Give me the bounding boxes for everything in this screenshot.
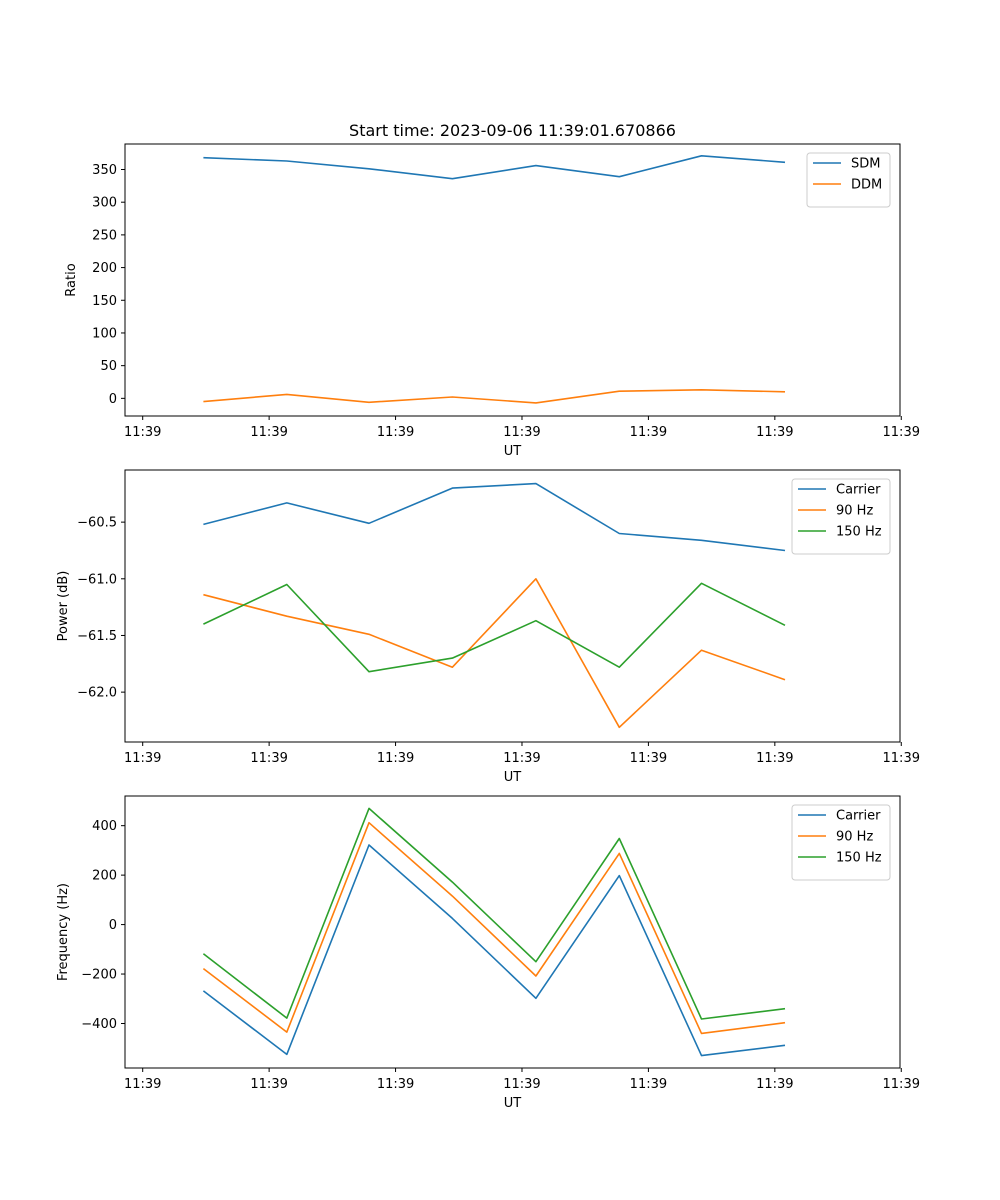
power-x-tick-label: 11:39: [630, 751, 667, 766]
frequency-x-tick-label: 11:39: [503, 1077, 540, 1092]
frequency-legend-box: [791, 804, 891, 881]
ratio-y-tick-label: 150: [92, 294, 117, 309]
ratio-x-tick-label: 11:39: [503, 425, 540, 440]
power-legend-box: [791, 478, 891, 555]
frequency-axes-frame: [124, 795, 901, 1069]
ratio-x-tick-label: 11:39: [377, 425, 414, 440]
power-x-tick-label: 11:39: [250, 751, 287, 766]
frequency-y-tick-label: 200: [92, 869, 117, 884]
power-x-tick-label: 11:39: [883, 751, 920, 766]
frequency-series-150-hz-line: [202, 807, 786, 1020]
frequency-x-tick-label: 11:39: [756, 1077, 793, 1092]
ratio-y-tick-label: 300: [92, 196, 117, 211]
ratio-legend-label-ddm: DDM: [851, 178, 882, 193]
ratio-axes-frame: [124, 143, 901, 417]
figure-title: Start time: 2023-09-06 11:39:01.670866: [349, 121, 676, 140]
ratio-x-tick-label: 11:39: [756, 425, 793, 440]
frequency-panel: 11:3911:3911:3911:3911:3911:3911:3911:40…: [56, 795, 920, 1111]
ratio-y-tick-label: 200: [92, 261, 117, 276]
power-panel: 11:3911:3911:3911:3911:3911:3911:3911:40…: [56, 469, 920, 785]
ratio-x-axis-label: UT: [504, 444, 522, 459]
frequency-y-tick-label: −400: [81, 1017, 117, 1032]
ratio-x-tick-label: 11:39: [124, 425, 161, 440]
ratio-y-tick-label: 100: [92, 326, 117, 341]
ratio-y-tick-label: 0: [109, 392, 117, 407]
frequency-y-tick-label: 400: [92, 819, 117, 834]
power-x-tick-label: 11:39: [756, 751, 793, 766]
frequency-x-tick-label: 11:39: [377, 1077, 414, 1092]
power-legend-label-150-hz: 150 Hz: [836, 525, 882, 540]
power-legend: Carrier 90 Hz 150 Hz: [791, 478, 891, 555]
ratio-legend: SDM DDM: [806, 152, 891, 208]
ratio-y-tick-label: 250: [92, 228, 117, 243]
power-x-axis-label: UT: [504, 770, 522, 785]
power-axes-frame: [124, 469, 901, 743]
frequency-y-tick-label: 0: [109, 918, 117, 933]
frequency-x-tick-label: 11:39: [124, 1077, 161, 1092]
power-x-tick-label: 11:39: [503, 751, 540, 766]
ratio-legend-label-sdm: SDM: [851, 157, 880, 172]
ratio-series-sdm-line: [203, 155, 786, 180]
power-y-tick-label: −62.0: [77, 686, 117, 701]
ratio-x-tick-label: 11:39: [630, 425, 667, 440]
ratio-x-tick-label: 11:39: [883, 425, 920, 440]
frequency-legend: Carrier 90 Hz 150 Hz: [791, 804, 891, 881]
frequency-x-tick-label: 11:39: [883, 1077, 920, 1092]
frequency-legend-label-carrier: Carrier: [836, 809, 881, 824]
frequency-y-tick-label: −200: [81, 968, 117, 983]
power-x-tick-label: 11:39: [124, 751, 161, 766]
power-y-axis-label: Power (dB): [56, 571, 71, 642]
frequency-legend-label-150-hz: 150 Hz: [836, 851, 882, 866]
power-x-tick-label: 11:39: [377, 751, 414, 766]
ratio-y-tick-label: 50: [100, 359, 117, 374]
frequency-series-carrier-line: [202, 844, 786, 1057]
frequency-x-tick-label: 11:39: [630, 1077, 667, 1092]
ratio-series-ddm-line: [203, 388, 786, 404]
frequency-y-axis-label: Frequency (Hz): [56, 883, 71, 981]
power-legend-label-carrier: Carrier: [836, 483, 881, 498]
power-series-carrier-line: [203, 482, 786, 552]
power-series-90-hz-line: [203, 577, 786, 729]
ratio-y-axis-label: Ratio: [64, 263, 79, 296]
ratio-x-tick-label: 11:39: [250, 425, 287, 440]
power-series-150-hz-line: [203, 582, 786, 673]
frequency-series-90-hz-line: [202, 821, 786, 1035]
power-y-tick-label: −60.5: [77, 516, 117, 531]
ratio-y-tick-label: 350: [92, 163, 117, 178]
power-y-tick-label: −61.5: [77, 629, 117, 644]
frequency-x-tick-label: 11:39: [250, 1077, 287, 1092]
frequency-x-axis-label: UT: [504, 1096, 522, 1111]
ratio-legend-box: [806, 152, 891, 208]
power-legend-label-90-hz: 90 Hz: [836, 504, 873, 519]
power-y-tick-label: −61.0: [77, 572, 117, 587]
ratio-panel: 11:3911:3911:3911:3911:3911:3911:3911:40…: [64, 143, 920, 459]
frequency-legend-label-90-hz: 90 Hz: [836, 830, 873, 845]
